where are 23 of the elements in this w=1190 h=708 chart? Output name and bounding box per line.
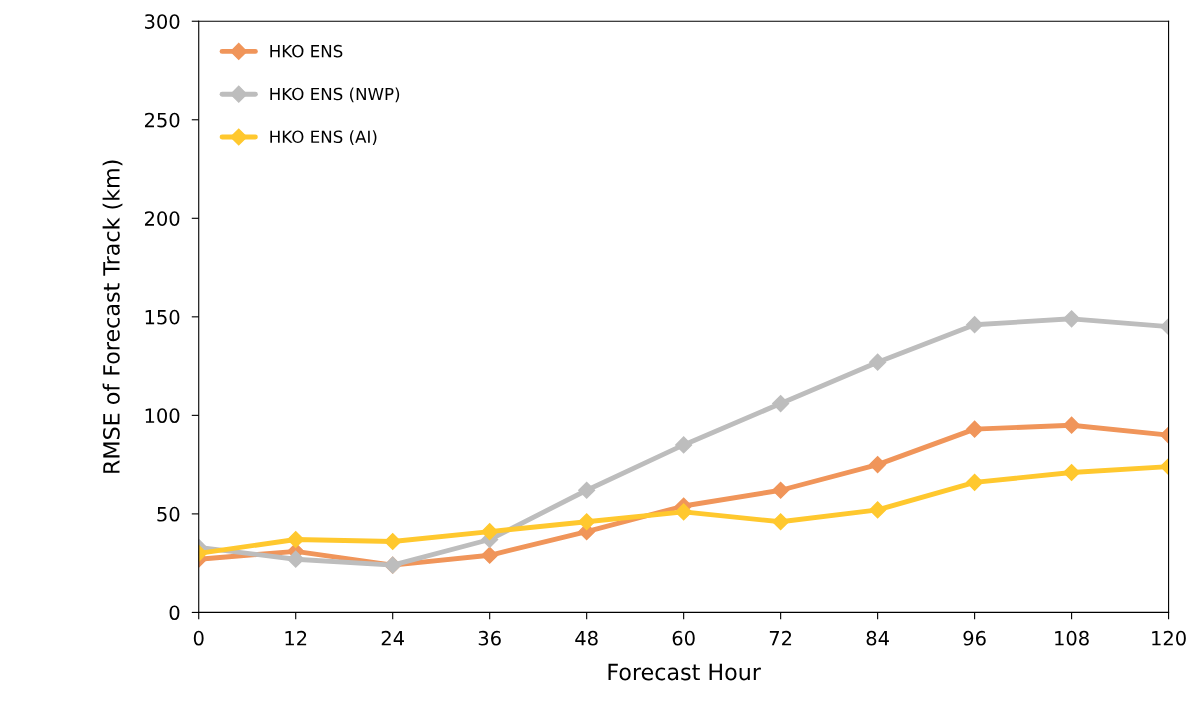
x-axis-title: Forecast Hour <box>608 663 761 681</box>
y-tick-label: 300 <box>145 14 180 29</box>
x-tick-label: 84 <box>866 630 889 646</box>
y-tick-label: 50 <box>157 506 180 522</box>
y-tick-label: 150 <box>145 309 180 325</box>
x-tick-label: 48 <box>575 630 598 646</box>
y-tick-label: 100 <box>145 408 180 424</box>
x-tick-label: 0 <box>193 630 204 646</box>
x-tick-label: 72 <box>769 630 792 646</box>
x-tick-label: 12 <box>285 630 307 646</box>
y-axis-title: RMSE of Forecast Track (km) <box>102 160 123 473</box>
legend-label: HKO ENS (AI) <box>270 130 377 146</box>
legend-label: HKO ENS <box>270 44 343 58</box>
x-tick-label: 96 <box>963 630 986 646</box>
x-tick-label: 36 <box>478 630 501 646</box>
y-tick-label: 250 <box>144 112 180 128</box>
x-tick-label: 24 <box>381 630 404 646</box>
x-tick-label: 120 <box>1152 630 1186 646</box>
legend-label: HKO ENS (NWP) <box>270 87 400 103</box>
x-tick-label: 108 <box>1055 630 1089 646</box>
y-tick-label: 0 <box>169 605 180 621</box>
y-tick-label: 200 <box>144 211 180 226</box>
x-tick-label: 60 <box>672 630 695 646</box>
